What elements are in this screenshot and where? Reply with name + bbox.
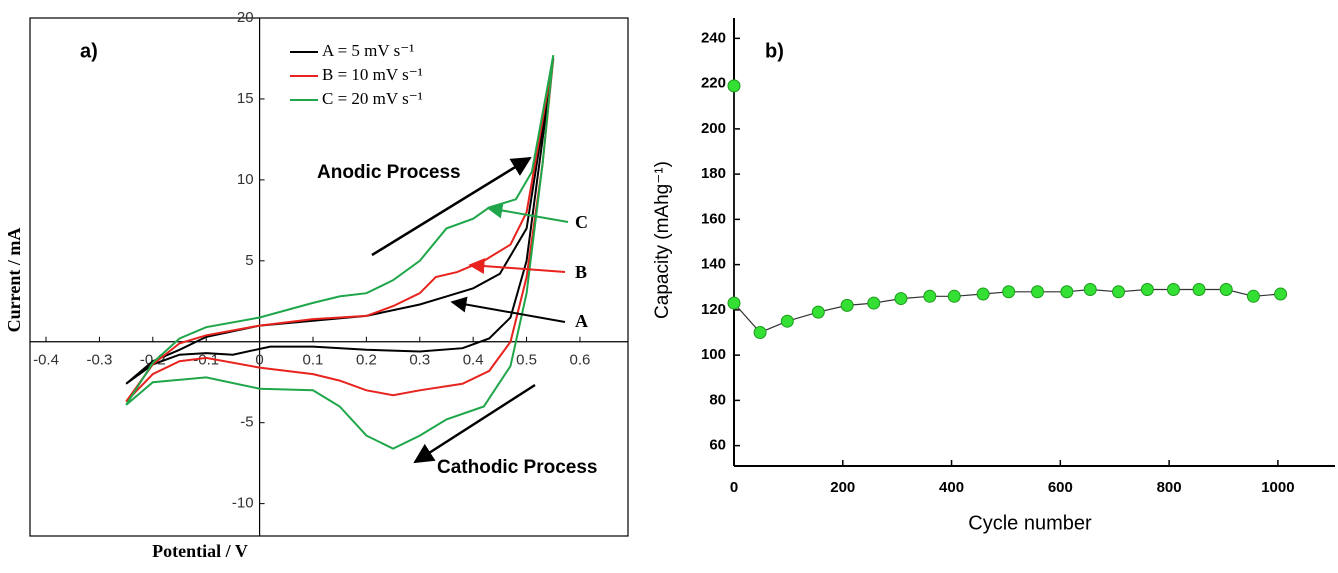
cv-curve [125, 55, 555, 450]
y-tick-label: 220 [701, 75, 726, 92]
capacity-point [1083, 283, 1097, 297]
annotation: C [575, 212, 588, 232]
x-tick-label: 0.6 [570, 352, 591, 369]
capacity-point [811, 305, 825, 319]
capacity-point [1166, 283, 1180, 297]
x-tick-label: 0 [730, 479, 738, 496]
arrow [450, 296, 566, 323]
cv-curve [125, 58, 555, 403]
capacity-point [947, 289, 961, 303]
x-axis-title: Cycle number [968, 512, 1092, 534]
capacity-line [733, 85, 1281, 334]
y-tick-label: 20 [237, 9, 254, 26]
y-tick-label: -5 [240, 414, 253, 431]
arrow [468, 258, 566, 275]
x-axis-title: Potential / V [152, 541, 248, 561]
arrow [371, 156, 532, 257]
y-axis-title: Current / mA [4, 228, 24, 333]
capacity-point [727, 296, 741, 310]
x-tick-label: 1000 [1261, 479, 1294, 496]
capacity-point [923, 289, 937, 303]
x-tick-label: 0.4 [463, 352, 484, 369]
y-tick-label: 200 [701, 120, 726, 137]
x-tick-label: -0.1 [193, 352, 219, 369]
y-tick-label: 120 [701, 301, 726, 318]
capacity-point [753, 326, 767, 340]
y-tick-label: 100 [701, 346, 726, 363]
capacity-point [1192, 283, 1206, 297]
y-tick-label: 160 [701, 210, 726, 227]
y-tick-label: 240 [701, 29, 726, 46]
x-tick-label: 800 [1157, 479, 1182, 496]
arrow [486, 202, 569, 223]
y-tick-label: 80 [709, 391, 726, 408]
capacity-point [1274, 287, 1288, 301]
y-tick-label: 5 [245, 252, 253, 269]
x-tick-label: 400 [939, 479, 964, 496]
y-tick-label: 10 [237, 171, 254, 188]
capacity-point [1140, 283, 1154, 297]
capacity-point [840, 298, 854, 312]
y-axis-title: Capacity (mAhg⁻¹) [652, 161, 673, 319]
x-tick-label: 0.2 [356, 352, 377, 369]
capacity-point [780, 314, 794, 328]
plot-frame [29, 17, 629, 537]
capacity-point [976, 287, 990, 301]
x-tick-label: 200 [830, 479, 855, 496]
x-tick-label: 0.3 [409, 352, 430, 369]
x-tick-label: 0.1 [303, 352, 324, 369]
capacity-point [1246, 289, 1260, 303]
capacity-point [1219, 283, 1233, 297]
capacity-point [727, 79, 741, 93]
capacity-point [1030, 285, 1044, 299]
capacity-point [1002, 285, 1016, 299]
annotation: A [575, 311, 588, 331]
arrow [413, 383, 536, 464]
capacity-point [1112, 285, 1126, 299]
y-tick-label: 140 [701, 256, 726, 273]
capacity-point [867, 296, 881, 310]
capacity-point [1060, 285, 1074, 299]
annotation: B [575, 262, 587, 282]
x-tick-label: 600 [1048, 479, 1073, 496]
annotation: Cathodic Process [437, 457, 598, 478]
x-tick-label: 0.5 [516, 352, 537, 369]
y-tick-label: 180 [701, 165, 726, 182]
annotation: Anodic Process [317, 162, 461, 183]
legend-label: A = 5 mV s⁻¹ [322, 41, 414, 60]
y-tick-label: -10 [232, 495, 254, 512]
legend-label: B = 10 mV s⁻¹ [322, 65, 423, 84]
y-tick-label: 15 [237, 90, 254, 107]
x-tick-label: -0.3 [86, 352, 112, 369]
capacity-point [894, 292, 908, 306]
panel-label: a) [80, 40, 98, 62]
x-tick-label: 0 [255, 352, 263, 369]
panel-label: b) [765, 40, 784, 62]
legend-label: C = 20 mV s⁻¹ [322, 89, 423, 108]
y-tick-label: 60 [709, 437, 726, 454]
x-tick-label: -0.4 [33, 352, 59, 369]
